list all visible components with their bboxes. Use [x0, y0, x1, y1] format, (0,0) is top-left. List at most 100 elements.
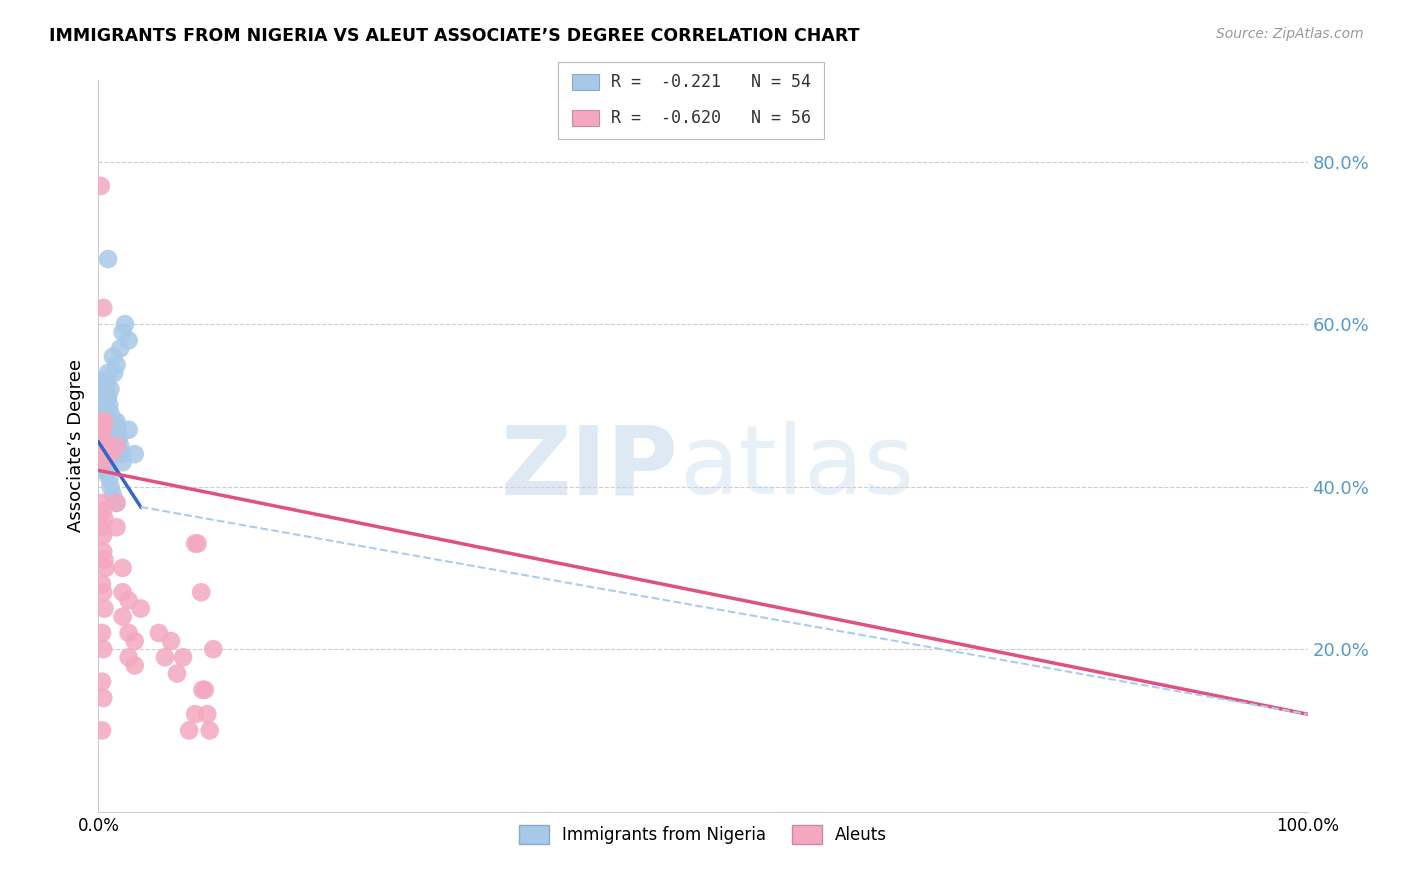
Point — [148, 626, 170, 640]
Point — [187, 536, 209, 550]
Point — [111, 585, 134, 599]
Point — [105, 496, 128, 510]
Point — [91, 585, 114, 599]
Point — [93, 398, 115, 412]
Point — [160, 634, 183, 648]
Y-axis label: Associate’s Degree: Associate’s Degree — [66, 359, 84, 533]
Point — [91, 423, 114, 437]
FancyBboxPatch shape — [558, 62, 824, 139]
Point — [90, 447, 112, 461]
Point — [91, 431, 114, 445]
Text: Source: ZipAtlas.com: Source: ZipAtlas.com — [1216, 27, 1364, 41]
Point — [101, 350, 124, 364]
Point — [91, 455, 114, 469]
Point — [179, 723, 201, 738]
Point — [194, 682, 217, 697]
Point — [111, 561, 134, 575]
Point — [90, 398, 112, 412]
Point — [97, 463, 120, 477]
Point — [108, 431, 131, 445]
Point — [94, 463, 117, 477]
Point — [100, 407, 122, 421]
Point — [93, 455, 115, 469]
Point — [100, 447, 122, 461]
Text: R =  -0.221   N = 54: R = -0.221 N = 54 — [612, 73, 811, 91]
Point — [93, 601, 115, 615]
Point — [91, 407, 114, 421]
Point — [97, 390, 120, 404]
Point — [94, 447, 117, 461]
Point — [91, 447, 114, 461]
Point — [91, 528, 114, 542]
Point — [103, 366, 125, 380]
Point — [91, 301, 114, 315]
Point — [98, 471, 121, 485]
Point — [91, 463, 114, 477]
Point — [90, 178, 112, 193]
Text: IMMIGRANTS FROM NIGERIA VS ALEUT ASSOCIATE’S DEGREE CORRELATION CHART: IMMIGRANTS FROM NIGERIA VS ALEUT ASSOCIA… — [49, 27, 859, 45]
Point — [91, 577, 114, 591]
Point — [153, 650, 176, 665]
Point — [91, 415, 114, 429]
Point — [94, 382, 117, 396]
Point — [108, 439, 131, 453]
Point — [118, 650, 141, 665]
Point — [96, 390, 118, 404]
Point — [91, 544, 114, 558]
Point — [91, 423, 114, 437]
Point — [96, 455, 118, 469]
Point — [202, 642, 225, 657]
Point — [91, 382, 114, 396]
Text: ZIP: ZIP — [501, 421, 679, 515]
Point — [90, 415, 112, 429]
Point — [118, 423, 141, 437]
Point — [111, 325, 134, 339]
Point — [100, 382, 122, 396]
Point — [94, 398, 117, 412]
Point — [105, 520, 128, 534]
Point — [105, 439, 128, 453]
Point — [118, 334, 141, 348]
Point — [93, 439, 115, 453]
Point — [195, 707, 218, 722]
Point — [91, 447, 114, 461]
Point — [184, 536, 207, 550]
Point — [91, 439, 114, 453]
Point — [124, 658, 146, 673]
Text: atlas: atlas — [679, 421, 914, 515]
Point — [91, 455, 114, 469]
Point — [124, 447, 146, 461]
Point — [93, 374, 115, 388]
Point — [96, 374, 118, 388]
Point — [90, 431, 112, 445]
Point — [108, 342, 131, 356]
Point — [172, 650, 194, 665]
Point — [91, 520, 114, 534]
Point — [91, 723, 114, 738]
FancyBboxPatch shape — [572, 74, 599, 90]
Point — [124, 634, 146, 648]
Point — [98, 398, 121, 412]
Point — [93, 512, 115, 526]
Point — [105, 358, 128, 372]
Point — [191, 682, 214, 697]
Point — [90, 447, 112, 461]
Legend: Immigrants from Nigeria, Aleuts: Immigrants from Nigeria, Aleuts — [513, 818, 893, 851]
Point — [105, 415, 128, 429]
Point — [129, 601, 152, 615]
Point — [91, 455, 114, 469]
Text: R =  -0.620   N = 56: R = -0.620 N = 56 — [612, 109, 811, 127]
Point — [100, 415, 122, 429]
Point — [118, 626, 141, 640]
Point — [105, 496, 128, 510]
Point — [190, 585, 212, 599]
Point — [198, 723, 221, 738]
Point — [118, 593, 141, 607]
Point — [104, 423, 127, 437]
Point — [97, 366, 120, 380]
Point — [91, 674, 114, 689]
Point — [91, 496, 114, 510]
Point — [91, 626, 114, 640]
Point — [93, 439, 115, 453]
Point — [111, 455, 134, 469]
